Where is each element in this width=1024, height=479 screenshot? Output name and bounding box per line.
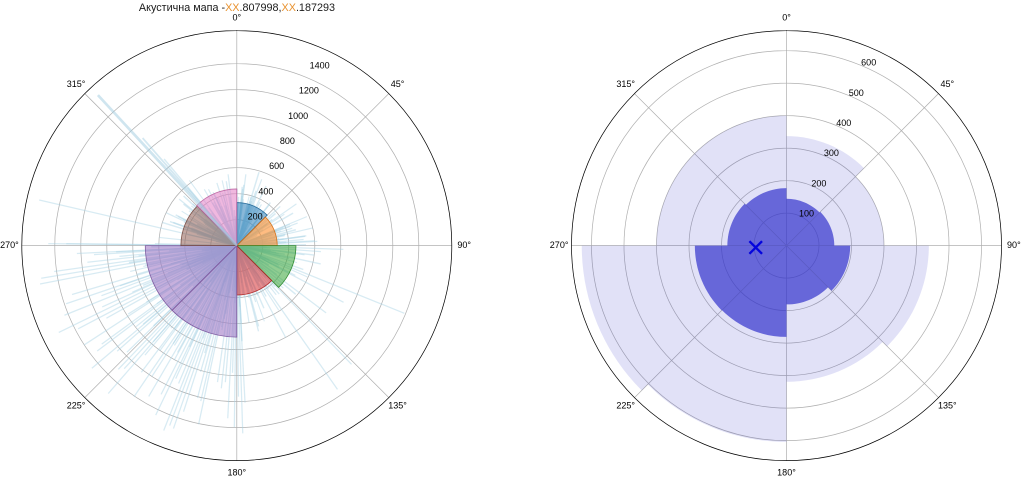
svg-text:0°: 0° [232,13,241,23]
svg-text:135°: 135° [938,401,957,411]
svg-text:315°: 315° [616,79,635,89]
svg-text:200: 200 [248,212,263,222]
svg-text:1200: 1200 [299,86,319,96]
svg-text:600: 600 [861,58,876,68]
svg-text:300: 300 [824,148,839,158]
svg-text:225°: 225° [616,401,635,411]
svg-text:1000: 1000 [288,111,308,121]
svg-text:800: 800 [280,136,295,146]
svg-text:180°: 180° [227,467,246,477]
svg-text:315°: 315° [67,79,86,89]
svg-text:270°: 270° [0,240,19,250]
svg-text:400: 400 [258,186,273,196]
svg-text:270°: 270° [550,240,569,250]
svg-text:100: 100 [799,209,814,219]
svg-text:135°: 135° [388,401,407,411]
svg-text:1400: 1400 [310,60,330,70]
svg-text:200: 200 [811,178,826,188]
svg-text:90°: 90° [457,240,471,250]
svg-text:45°: 45° [391,79,405,89]
svg-text:90°: 90° [1007,240,1021,250]
svg-text:180°: 180° [777,467,796,477]
svg-text:600: 600 [269,161,284,171]
svg-text:500: 500 [849,88,864,98]
svg-text:45°: 45° [940,79,954,89]
svg-text:0°: 0° [782,13,791,23]
svg-text:225°: 225° [67,401,86,411]
svg-text:400: 400 [836,118,851,128]
